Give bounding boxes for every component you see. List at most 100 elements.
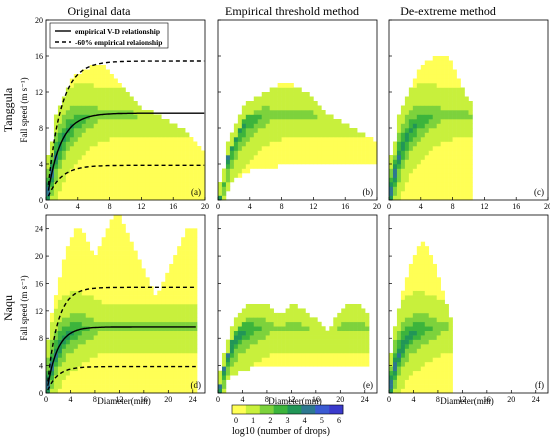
heatmap-cell [412,321,418,327]
y-tick-label: 8 [39,334,43,343]
heatmap-cell [281,357,286,363]
heatmap-cell [412,286,418,291]
heatmap-cell [237,114,243,120]
heatmap-cell [109,219,114,225]
heatmap-cell [85,168,91,174]
x-tick-label: 16 [140,395,148,404]
heatmap-cell [125,317,130,323]
heatmap-cell [265,326,270,331]
heatmap-cell [177,146,182,151]
heatmap-cell [173,308,178,314]
heatmap-cell [456,105,461,111]
heatmap-cell [273,155,278,160]
heatmap-cell [46,195,51,201]
heatmap-cell [97,384,102,389]
heatmap-cell [61,173,67,178]
heatmap-cell [73,379,79,385]
heatmap-cell [81,277,87,283]
heatmap-cell [185,295,190,300]
heatmap-cell [93,191,98,196]
heatmap-cell [464,195,469,201]
heatmap-cell [89,277,94,283]
heatmap-cell [424,277,430,283]
heatmap-cell [245,348,251,354]
heatmap-cell [101,96,106,102]
heatmap-cell [432,272,437,278]
heatmap-cell [57,295,63,300]
heatmap-cell [49,164,55,169]
heatmap-cell [141,330,146,336]
heatmap-cell [125,237,130,242]
heatmap-cell [125,177,130,183]
heatmap-cell [420,87,426,93]
heatmap-cell [169,277,174,283]
heatmap-cell [77,268,83,274]
heatmap-cell [468,168,473,174]
heatmap-cell [281,110,286,115]
heatmap-cell [317,114,322,120]
heatmap-cell [408,357,414,363]
heatmap-cell [404,375,410,380]
heatmap-cell [277,317,282,323]
heatmap-cell [317,150,322,156]
heatmap-cell [149,182,154,187]
heatmap-cell [189,237,194,242]
colorbar-tick-label: 3 [286,416,290,425]
heatmap-cell [420,357,426,363]
heatmap-cell [428,321,434,327]
heatmap-cell [317,326,322,331]
heatmap-cell [408,281,414,287]
heatmap-cell [53,366,59,372]
heatmap-cell [165,123,170,129]
heatmap-cell [77,321,83,327]
heatmap-cell [309,101,314,106]
heatmap-cell [404,96,410,102]
heatmap-cell [145,304,150,309]
heatmap-cell [444,321,449,327]
heatmap-cell [249,348,255,354]
heatmap-cell [408,304,414,309]
heatmap-cell [109,164,114,169]
heatmap-cell [424,352,430,358]
heatmap-cell [392,141,398,147]
heatmap-cell [109,246,114,251]
heatmap-cell [125,141,130,147]
x-tick-label: 4 [248,202,252,211]
heatmap-cell [129,286,134,291]
heatmap-cell [269,361,274,367]
heatmap-cell [113,348,118,354]
heatmap-cell [440,146,445,151]
heatmap-cell [444,352,449,358]
heatmap-cell [129,268,134,274]
heatmap-cell [113,219,118,225]
heatmap-cell [277,105,282,111]
heatmap-cell [77,232,83,238]
heatmap-cell [73,241,79,247]
heatmap-cell [105,272,110,278]
heatmap-cell [141,290,146,296]
heatmap-cell [165,277,170,283]
heatmap-cell [73,357,79,363]
heatmap-cell [392,195,398,201]
heatmap-cell [273,114,278,120]
heatmap-cell [61,344,67,349]
heatmap-cell [420,312,426,318]
heatmap-cell [321,123,326,129]
heatmap-cell [145,150,150,156]
heatmap-cell [400,312,406,318]
heatmap-cell [269,312,274,318]
heatmap-cell [81,137,87,142]
heatmap-cell [396,344,402,349]
heatmap-cell [77,335,83,340]
heatmap-cell [113,304,118,309]
heatmap-cell [189,268,194,274]
heatmap-cell [157,182,162,187]
heatmap-cell [349,326,354,331]
heatmap-cell [452,128,457,133]
panel-title-empirical: Empirical threshold method [225,4,359,18]
heatmap-cell [416,159,422,165]
heatmap-cell [436,74,441,79]
heatmap-cell [321,361,326,367]
heatmap-cell [289,105,294,111]
heatmap-cell [93,164,98,169]
